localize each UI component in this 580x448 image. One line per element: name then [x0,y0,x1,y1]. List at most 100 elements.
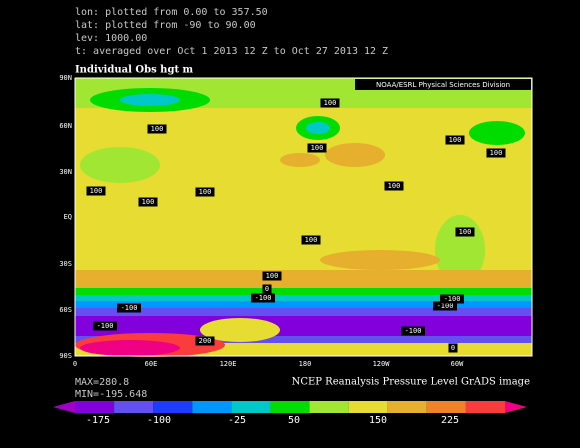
contour-label-box [251,293,275,303]
field [280,153,320,167]
colorbar-label: 150 [369,415,387,426]
field [320,250,440,270]
colorbar-cell [231,401,271,413]
contour-label: 200 [195,336,215,346]
contour-label-box [117,303,141,313]
colorbar-cell [387,401,427,413]
colorbar-cell [270,401,310,413]
contour-label-text: 100 [199,188,212,196]
contour-label: 0 [262,284,272,294]
contour-label-text: 100 [449,136,462,144]
field [75,295,532,301]
header-line: lat: plotted from -90 to 90.00 [75,20,256,31]
contour-label-box [86,186,106,196]
map: NOAA/ESRL Physical Sciences Division [74,77,533,357]
lon-label: 0 [73,360,77,368]
contour-label-box [455,227,475,237]
contour-label-text: -100 [437,302,454,310]
contour-label-text: 100 [142,198,155,206]
contour-label-box [195,336,215,346]
colorbar-label: -175 [86,415,110,426]
colorbar-arrow [53,401,75,413]
contour-label-text: 100 [151,125,164,133]
contour-label-text: -100 [405,327,422,335]
field [75,270,532,288]
contour-label: -100 [433,301,457,311]
contour-label-box [384,181,404,191]
contour-label: 100 [455,227,475,237]
contour-label: 100 [384,181,404,191]
contour-label-box [147,124,167,134]
field [80,340,180,356]
lon-label: 180 [299,360,312,368]
contour-label-box [320,98,340,108]
colorbar-cell [75,401,115,413]
colorbar-cell [153,401,193,413]
header-line: t: averaged over Oct 1 2013 12 Z to Oct … [75,46,388,57]
lon-label: 120W [373,360,391,368]
colorbar-cell [114,401,154,413]
lat-label: 30N [59,168,72,176]
contour-label: -100 [401,326,425,336]
contour-label-text: -100 [444,295,461,303]
field [75,316,532,336]
colorbar-cell [348,401,388,413]
contour-label: 100 [320,98,340,108]
footer: NCEP Reanalysis Pressure Level GrADS ima… [292,377,531,388]
contour-label-box [93,321,117,331]
contour-label: 100 [262,271,282,281]
field [80,147,160,183]
max-label: MAX=280.8 [75,377,129,388]
field [75,288,532,295]
contour-label-text: 100 [388,182,401,190]
contour-label-box [433,301,457,311]
contour-label: 100 [307,143,327,153]
colorbar-label: 50 [288,415,300,426]
contour-label-box [445,135,465,145]
contour-label-text: -100 [255,294,272,302]
lon-label: 60W [451,360,464,368]
contour-label: 0 [448,343,458,353]
field [325,143,385,167]
header-line: lev: 1000.00 [75,33,147,44]
contour-label: 100 [86,186,106,196]
credit: NOAA/ESRL Physical Sciences Division [376,81,510,89]
contour-label: 100 [138,197,158,207]
contour-label: 100 [195,187,215,197]
map-frame [74,77,533,357]
credit-box [355,79,531,90]
contour-label-text: -100 [97,322,114,330]
lat-label: EQ [64,213,72,221]
lat-labels: 90N 60N 30N EQ 30S 60S 90S [59,74,72,360]
contour-label-text: 100 [459,228,472,236]
contour-label: -100 [93,321,117,331]
colorbar-cell [309,401,349,413]
lat-label: 30S [59,260,72,268]
contour-label-box [486,148,506,158]
min-label: MIN=-195.648 [75,389,147,400]
colorbar-cell [426,401,466,413]
contour-label-text: 100 [305,236,318,244]
field [306,122,330,134]
colorbar-label: 225 [441,415,459,426]
lon-label: 120E [220,360,237,368]
lon-labels: 0 60E 120E 180 120W 60W [73,360,464,368]
contour-label-box [301,235,321,245]
lat-label: 60S [59,306,72,314]
colorbar: -175 -100 -25 50 150 225 [53,401,527,426]
lat-label: 90N [59,74,72,82]
field [120,94,180,106]
contour-label-text: -100 [121,304,138,312]
colorbar-label: -100 [147,415,171,426]
contour-label-text: 0 [451,344,455,352]
contour-label-box [401,326,425,336]
colorbar-cell [465,401,505,413]
contour-label-box [138,197,158,207]
colorbar-label: -25 [228,415,246,426]
contour-label-text: 100 [490,149,503,157]
field [200,318,280,342]
colorbar-cell [192,401,232,413]
contour-label-text: 200 [199,337,212,345]
contour-label: 100 [445,135,465,145]
